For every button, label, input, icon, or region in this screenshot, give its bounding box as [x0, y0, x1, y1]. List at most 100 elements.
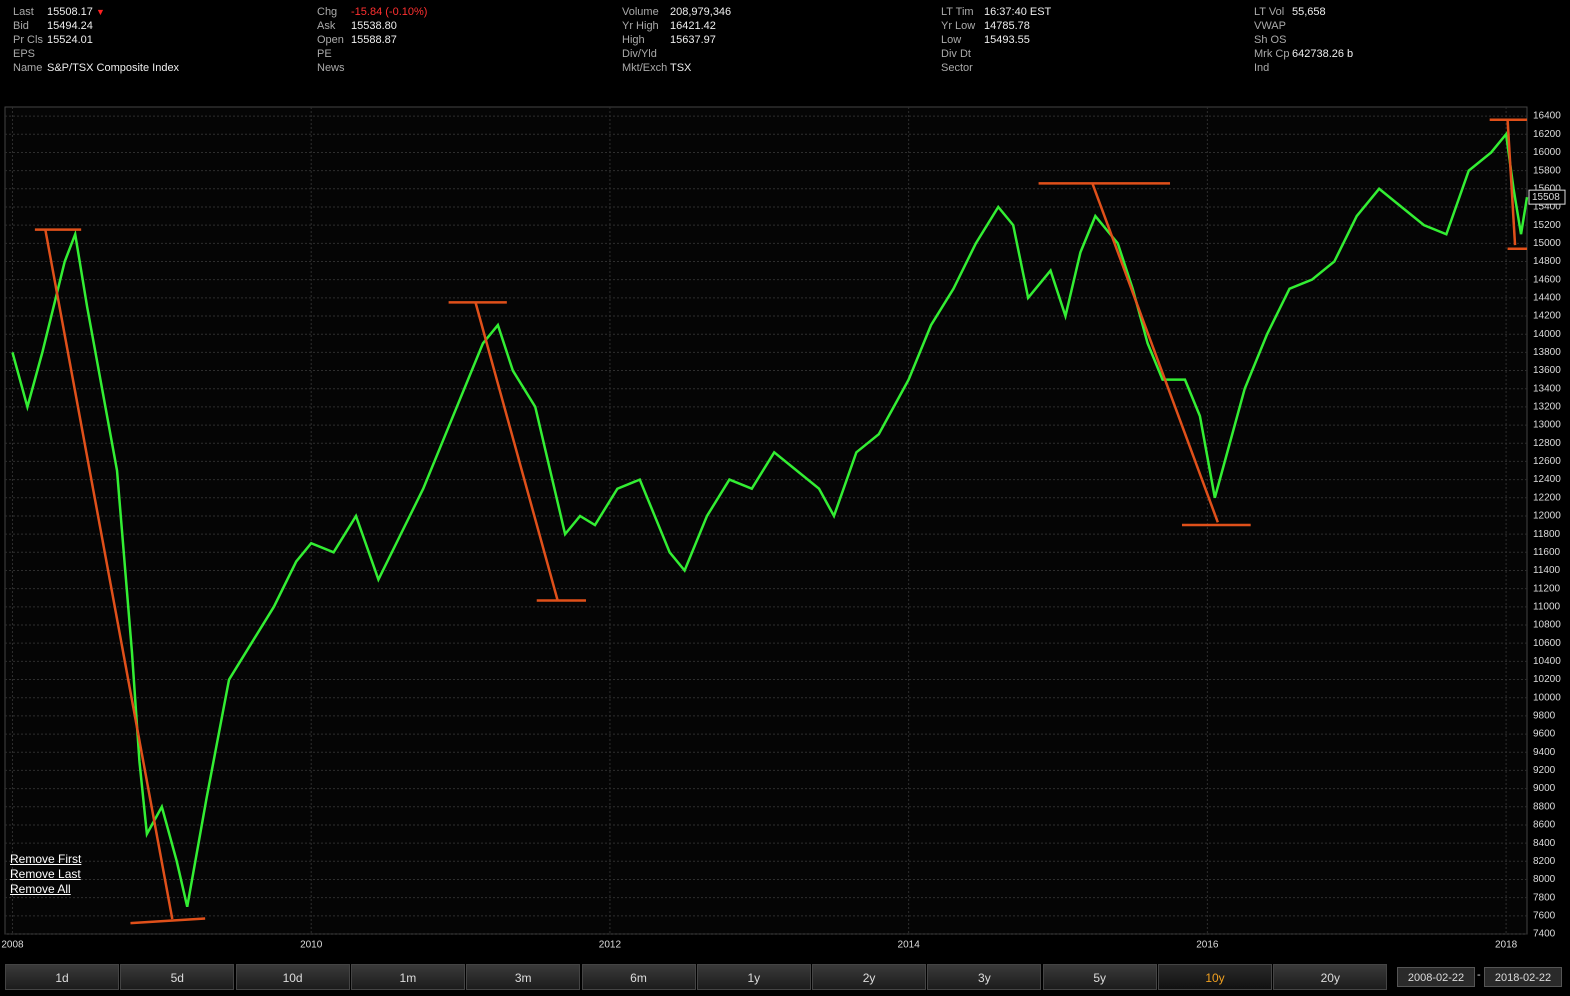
plot-frame [4, 106, 1528, 935]
range-button[interactable]: 20y [1273, 964, 1388, 990]
x-tick-label: 2012 [599, 940, 622, 951]
price-line [11, 131, 1529, 908]
y-tick-label: 8600 [1533, 820, 1556, 831]
range-button[interactable]: 1m [350, 964, 465, 990]
range-button[interactable]: 1d [5, 964, 119, 990]
field-value: -15.84 (-0.10%) [351, 6, 428, 18]
y-tick-label: 14000 [1533, 329, 1561, 340]
range-bar: 1d 5d 10d 1m 3m 6m 1y 2y 3y 5y 10y 20y 2008-02-22-20… [0, 962, 1570, 996]
y-tick-label: 14200 [1533, 311, 1561, 322]
field-label: PE [317, 48, 332, 60]
y-tick-label: 7400 [1533, 929, 1556, 940]
y-tick-label: 13600 [1533, 365, 1561, 376]
x-tick-label: 2014 [898, 940, 921, 951]
field-label: Sector [941, 62, 973, 74]
y-tick-label: 15600 [1533, 183, 1561, 194]
field-value: 642738.26 b [1292, 48, 1354, 60]
y-tick-label: 8000 [1533, 874, 1556, 885]
y-tick-label: 16000 [1533, 147, 1561, 158]
y-tick-label: 8800 [1533, 801, 1556, 812]
trend-line [44, 229, 174, 920]
field-value: 15588.87 [351, 34, 397, 46]
field-value: 16421.42 [670, 20, 716, 32]
field-value: 14785.78 [984, 20, 1030, 32]
range-button[interactable]: 5d [120, 964, 235, 990]
y-tick-label: 15000 [1533, 238, 1561, 249]
y-tick-label: 14800 [1533, 256, 1561, 267]
y-tick-label: 10200 [1533, 674, 1561, 685]
field-label: Div Dt [941, 48, 971, 60]
field-value: 15508.17 [47, 6, 93, 18]
y-tick-label: 13400 [1533, 383, 1561, 394]
trend-line [1091, 182, 1219, 523]
y-tick-label: 11200 [1533, 583, 1561, 594]
field-label: High [622, 34, 645, 46]
date-separator: - [1477, 969, 1481, 981]
y-tick-label: 7600 [1533, 910, 1556, 921]
field-label: Name [13, 62, 43, 74]
field-label: Bid [13, 20, 29, 32]
y-tick-label: 13800 [1533, 347, 1561, 358]
price-marker [1528, 189, 1566, 205]
down-arrow: ▼ [96, 7, 105, 17]
y-tick-label: 12000 [1533, 511, 1561, 522]
field-value: 15493.55 [984, 34, 1030, 46]
x-tick-label: 2018 [1495, 940, 1518, 951]
field-value: 15494.24 [47, 20, 93, 32]
y-tick-label: 8200 [1533, 856, 1556, 867]
field-label: VWAP [1254, 20, 1286, 32]
y-tick-label: 11600 [1533, 547, 1561, 558]
y-tick-label: 12600 [1533, 456, 1561, 467]
trend-line [1506, 119, 1517, 246]
field-label: LT Vol [1254, 6, 1285, 18]
y-tick-label: 9000 [1533, 783, 1556, 794]
range-button[interactable]: 2y [812, 964, 927, 990]
field-label: Volume [622, 6, 659, 18]
field-label: Low [941, 34, 962, 46]
trend-line [130, 917, 206, 925]
range-button[interactable]: 6m [581, 964, 696, 990]
drawing-link[interactable]: Remove Last [10, 867, 81, 881]
range-button[interactable]: 5y [1042, 964, 1157, 990]
field-value: 15637.97 [670, 34, 716, 46]
drawing-links: Remove First Remove Last Remove All [10, 852, 81, 897]
field-label: News [317, 62, 345, 74]
field-label: LT Tim [941, 6, 974, 18]
y-tick-label: 10600 [1533, 638, 1561, 649]
y-tick-label: 7800 [1533, 892, 1556, 903]
range-button[interactable]: 1y [696, 964, 811, 990]
trend-line [474, 302, 559, 601]
field-label: Pr Cls [13, 34, 43, 46]
field-label: Chg [317, 6, 338, 18]
y-tick-label: 12800 [1533, 438, 1561, 449]
y-tick-label: 9400 [1533, 747, 1556, 758]
drawing-link[interactable]: Remove First [10, 852, 82, 866]
start-date[interactable]: 2008-02-22 [1397, 967, 1475, 987]
y-tick-label: 11800 [1533, 529, 1561, 540]
y-tick-label: 10400 [1533, 656, 1561, 667]
price-marker-label: 15508 [1532, 192, 1560, 203]
x-tick-label: 2008 [1, 940, 24, 951]
y-tick-label: 10800 [1533, 620, 1561, 631]
x-tick-label: 2010 [300, 940, 323, 951]
range-button[interactable]: 3m [466, 964, 581, 990]
field-label: EPS [13, 48, 36, 60]
y-tick-label: 11000 [1533, 601, 1561, 612]
y-tick-label: 11400 [1533, 565, 1561, 576]
y-tick-label: 12400 [1533, 474, 1561, 485]
y-tick-label: 14400 [1533, 292, 1561, 303]
y-tick-label: 12200 [1533, 492, 1561, 503]
range-button[interactable]: 10d [235, 964, 350, 990]
quote-header: Last 15508.17 ▼ Bid 15494.24 Pr Cls 15524.01 EP… [0, 0, 1570, 100]
y-tick-label: 13200 [1533, 402, 1561, 413]
drawing-link[interactable]: Remove All [10, 882, 71, 896]
y-tick-label: 8400 [1533, 838, 1556, 849]
range-button[interactable]: 3y [927, 964, 1042, 990]
field-label: Yr Low [941, 20, 976, 32]
chart: 7400 7600 7800 8000 8200 8400 8600 8800 9000 9200… [1, 106, 1566, 951]
range-button[interactable]: 10y [1158, 964, 1272, 990]
end-date[interactable]: 2018-02-22 [1484, 967, 1562, 987]
y-tick-label: 9200 [1533, 765, 1556, 776]
field-value: S&P/TSX Composite Index [47, 62, 180, 74]
